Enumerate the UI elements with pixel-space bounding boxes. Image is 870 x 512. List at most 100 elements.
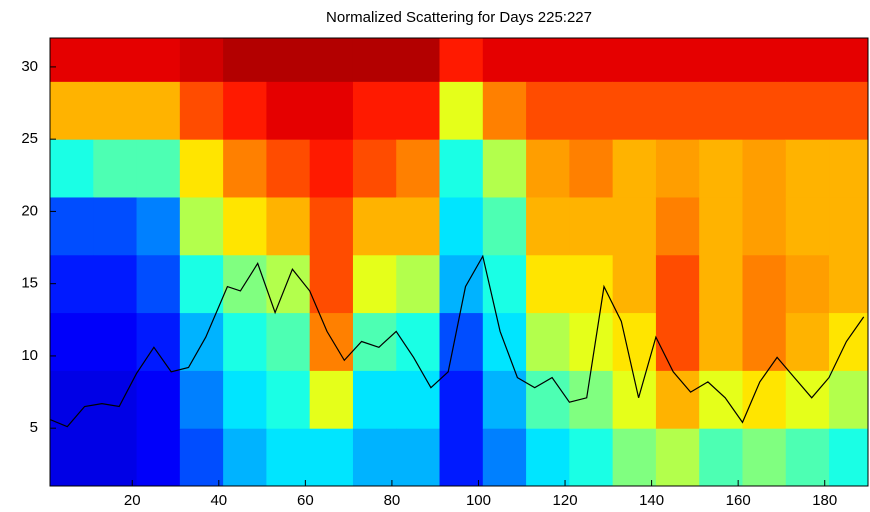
heat-cell <box>136 370 181 429</box>
heat-cell <box>699 312 743 371</box>
heat-cell <box>136 312 181 371</box>
heat-cell <box>396 370 441 429</box>
heat-cell <box>785 254 830 314</box>
heat-cell <box>569 139 614 198</box>
y-tick-label: 30 <box>21 58 38 75</box>
heat-cell <box>785 428 830 486</box>
heat-cell <box>439 428 484 486</box>
heat-cell <box>482 254 527 314</box>
heat-cell <box>569 196 614 256</box>
heat-cell <box>223 139 267 198</box>
heat-cell <box>396 428 441 486</box>
heat-cell <box>482 370 527 429</box>
heat-cell <box>785 312 830 371</box>
heatmap <box>50 38 868 486</box>
heat-cell <box>655 38 700 82</box>
heat-cell <box>266 254 311 314</box>
plot-frame <box>49 37 869 487</box>
heat-cell <box>526 139 570 198</box>
x-tick-label: 80 <box>384 492 401 509</box>
heat-cell <box>699 254 743 314</box>
heat-cell <box>266 312 311 371</box>
heat-cell <box>309 312 354 371</box>
heat-cell <box>93 139 138 198</box>
chart-title: Normalized Scattering for Days 225:227 <box>326 9 592 26</box>
heat-cell <box>526 196 570 256</box>
heat-cell <box>655 139 700 198</box>
heat-cell <box>396 254 441 314</box>
x-tick-label: 120 <box>553 492 578 509</box>
heat-cell <box>93 38 138 82</box>
heat-cell <box>439 139 484 198</box>
heat-cell <box>829 139 868 198</box>
heat-cell <box>655 254 700 314</box>
heat-cell <box>699 81 743 140</box>
heat-cell <box>612 38 657 82</box>
heat-cell <box>309 196 354 256</box>
heat-cell <box>223 38 267 82</box>
heat-cell <box>223 428 267 486</box>
heat-cell <box>223 196 267 256</box>
heat-cell <box>785 38 830 82</box>
heat-cell <box>136 38 181 82</box>
heat-cell <box>352 312 397 371</box>
heat-cell <box>482 312 527 371</box>
heat-cell <box>742 254 787 314</box>
heat-cell <box>93 254 138 314</box>
heat-cell <box>742 370 787 429</box>
heat-cell <box>742 428 787 486</box>
heat-cell <box>223 370 267 429</box>
heat-cell <box>439 81 484 140</box>
heat-cell <box>655 428 700 486</box>
heat-cell <box>352 254 397 314</box>
heat-cell <box>50 196 94 256</box>
heat-cell <box>829 196 868 256</box>
heat-cell <box>569 312 614 371</box>
heat-cell <box>352 139 397 198</box>
heat-cell <box>396 139 441 198</box>
heat-cell <box>50 38 94 82</box>
heat-cell <box>352 370 397 429</box>
heat-cell <box>699 196 743 256</box>
heat-cell <box>93 370 138 429</box>
heat-cell <box>699 428 743 486</box>
heat-cell <box>569 254 614 314</box>
overlay: 20 40 60 80 100 120 140 160 180 5 10 15 20 25 30 <box>21 37 869 509</box>
heat-cell <box>223 81 267 140</box>
heat-cell <box>352 38 397 82</box>
heat-cell <box>439 38 484 82</box>
heat-cell <box>699 139 743 198</box>
heat-cell <box>482 38 527 82</box>
heat-cell <box>136 428 181 486</box>
heat-cell <box>439 312 484 371</box>
heat-cell <box>179 312 224 371</box>
heat-cell <box>785 196 830 256</box>
heat-cell <box>829 312 868 371</box>
heat-cell <box>309 81 354 140</box>
heat-cell <box>439 370 484 429</box>
heat-cell <box>179 38 224 82</box>
heat-cell <box>569 370 614 429</box>
x-tick-label: 60 <box>297 492 314 509</box>
heat-cell <box>742 139 787 198</box>
heat-cell <box>655 196 700 256</box>
y-tick-label: 5 <box>30 419 38 436</box>
heat-cell <box>829 370 868 429</box>
x-tick-label: 140 <box>639 492 664 509</box>
heat-cell <box>50 81 94 140</box>
heat-cell <box>266 81 311 140</box>
heat-cell <box>309 139 354 198</box>
heat-cell <box>785 370 830 429</box>
heat-cell <box>266 139 311 198</box>
heat-cell <box>136 196 181 256</box>
heat-cell <box>569 428 614 486</box>
heat-cell <box>396 38 441 82</box>
heat-cell <box>526 254 570 314</box>
heat-cell <box>742 81 787 140</box>
heat-cell <box>439 196 484 256</box>
heat-cell <box>526 370 570 429</box>
heat-cell <box>482 196 527 256</box>
heat-cell <box>526 81 570 140</box>
